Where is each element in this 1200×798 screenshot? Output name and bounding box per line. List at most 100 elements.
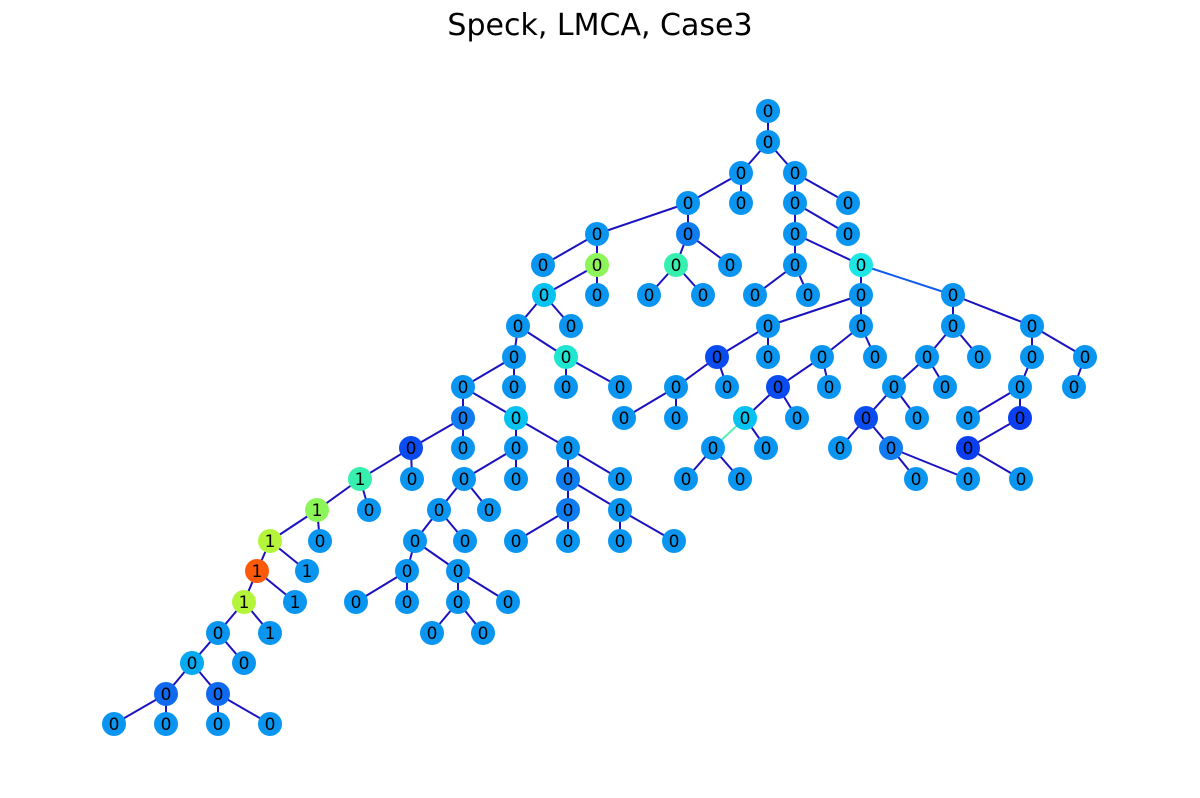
tree-node: 0 bbox=[308, 529, 332, 553]
node-label: 0 bbox=[563, 439, 574, 459]
node-label: 1 bbox=[290, 593, 301, 613]
node-circle bbox=[446, 559, 470, 583]
node-label: 0 bbox=[1016, 470, 1027, 490]
node-circle bbox=[608, 375, 632, 399]
tree-node: 0 bbox=[395, 590, 419, 614]
node-label: 0 bbox=[790, 164, 801, 184]
node-label: 0 bbox=[563, 532, 574, 552]
tree-node: 0 bbox=[1020, 345, 1044, 369]
tree-node: 0 bbox=[817, 375, 841, 399]
node-circle bbox=[956, 467, 980, 491]
tree-node: 0 bbox=[504, 467, 528, 491]
node-circle bbox=[446, 590, 470, 614]
tree-node: 0 bbox=[728, 467, 752, 491]
node-circle bbox=[882, 375, 906, 399]
tree-edge bbox=[860, 264, 954, 296]
tree-node: 0 bbox=[504, 406, 528, 430]
node-label: 0 bbox=[761, 439, 772, 459]
tree-node: 1 bbox=[295, 559, 319, 583]
node-label: 0 bbox=[161, 715, 172, 735]
node-label: 0 bbox=[458, 439, 469, 459]
node-circle bbox=[676, 191, 700, 215]
tree-node: 0 bbox=[756, 130, 780, 154]
node-circle bbox=[403, 529, 427, 553]
node-circle bbox=[733, 406, 757, 430]
tree-node: 0 bbox=[403, 529, 427, 553]
tree-node: 0 bbox=[756, 99, 780, 123]
node-label: 0 bbox=[736, 194, 747, 214]
node-label: 0 bbox=[539, 286, 550, 306]
tree-node: 0 bbox=[608, 467, 632, 491]
node-circle bbox=[854, 406, 878, 430]
node-label: 0 bbox=[963, 470, 974, 490]
node-circle bbox=[504, 406, 528, 430]
figure-title: Speck, LMCA, Case3 bbox=[447, 8, 753, 43]
node-label: 0 bbox=[561, 378, 572, 398]
node-label: 0 bbox=[922, 348, 933, 368]
tree-node: 0 bbox=[504, 529, 528, 553]
node-label: 0 bbox=[911, 470, 922, 490]
node-label: 0 bbox=[1080, 348, 1091, 368]
tree-node: 0 bbox=[556, 467, 580, 491]
tree-node: 0 bbox=[785, 406, 809, 430]
tree-node: 0 bbox=[506, 314, 530, 338]
node-circle bbox=[206, 712, 230, 736]
node-circle bbox=[258, 529, 282, 553]
node-label: 0 bbox=[763, 102, 774, 122]
tree-node: 0 bbox=[796, 283, 820, 307]
node-label: 1 bbox=[312, 501, 323, 521]
node-circle bbox=[453, 529, 477, 553]
node-label: 0 bbox=[402, 562, 413, 582]
node-label: 0 bbox=[509, 348, 520, 368]
tree-node: 0 bbox=[154, 712, 178, 736]
node-label: 0 bbox=[410, 532, 421, 552]
node-label: 0 bbox=[615, 378, 626, 398]
node-label: 0 bbox=[763, 348, 774, 368]
tree-node: 0 bbox=[1008, 375, 1032, 399]
node-circle bbox=[1020, 314, 1044, 338]
node-circle bbox=[608, 529, 632, 553]
tree-node: 0 bbox=[206, 712, 230, 736]
node-circle bbox=[258, 621, 282, 645]
node-label: 0 bbox=[561, 348, 572, 368]
tree-node: 0 bbox=[608, 498, 632, 522]
node-circle bbox=[283, 590, 307, 614]
node-circle bbox=[1062, 375, 1086, 399]
node-label: 0 bbox=[669, 532, 680, 552]
node-label: 0 bbox=[513, 317, 524, 337]
tree-node: 0 bbox=[427, 498, 451, 522]
node-label: 0 bbox=[563, 470, 574, 490]
tree-node: 0 bbox=[585, 253, 609, 277]
tree-node: 0 bbox=[733, 406, 757, 430]
node-label: 0 bbox=[364, 501, 375, 521]
node-label: 0 bbox=[566, 317, 577, 337]
node-circle bbox=[427, 498, 451, 522]
node-label: 0 bbox=[963, 409, 974, 429]
node-circle bbox=[451, 406, 475, 430]
node-label: 0 bbox=[843, 225, 854, 245]
tree-node: 1 bbox=[245, 559, 269, 583]
tree-node: 0 bbox=[941, 314, 965, 338]
node-label: 0 bbox=[460, 532, 471, 552]
tree-node: 0 bbox=[729, 161, 753, 185]
node-label: 0 bbox=[478, 624, 489, 644]
node-label: 0 bbox=[773, 378, 784, 398]
node-label: 0 bbox=[509, 378, 520, 398]
node-circle bbox=[1073, 345, 1097, 369]
node-label: 0 bbox=[792, 409, 803, 429]
node-circle bbox=[556, 436, 580, 460]
node-circle bbox=[245, 559, 269, 583]
tree-node: 0 bbox=[1009, 467, 1033, 491]
node-label: 0 bbox=[861, 409, 872, 429]
node-label: 0 bbox=[681, 470, 692, 490]
tree-node: 1 bbox=[348, 467, 372, 491]
tree-edge bbox=[767, 294, 862, 327]
node-label: 0 bbox=[722, 378, 733, 398]
node-label: 0 bbox=[453, 593, 464, 613]
node-circle bbox=[664, 375, 688, 399]
node-label: 0 bbox=[407, 470, 418, 490]
node-label: 1 bbox=[239, 593, 250, 613]
node-label: 0 bbox=[213, 685, 224, 705]
tree-node: 0 bbox=[453, 529, 477, 553]
node-label: 1 bbox=[265, 532, 276, 552]
